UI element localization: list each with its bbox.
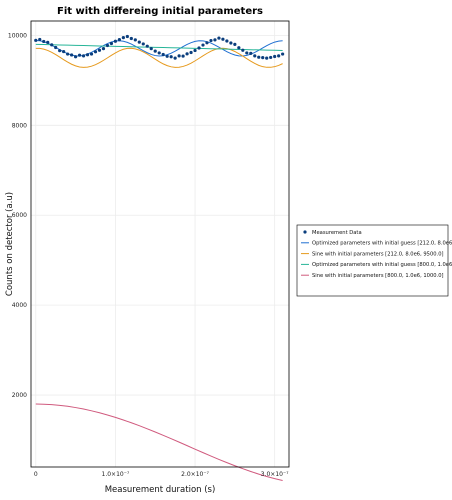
data-point bbox=[153, 49, 157, 53]
data-point bbox=[189, 50, 193, 55]
data-point bbox=[241, 48, 245, 52]
data-point bbox=[109, 41, 114, 46]
data-point bbox=[249, 51, 253, 55]
series-line bbox=[35, 43, 283, 51]
data-point bbox=[97, 48, 102, 52]
data-point bbox=[229, 41, 233, 45]
data-point bbox=[137, 40, 141, 44]
chart-title: Fit with differeing initial parameters bbox=[57, 6, 263, 17]
data-point bbox=[193, 48, 197, 53]
data-point bbox=[77, 53, 82, 57]
data-point bbox=[161, 52, 165, 57]
data-point bbox=[54, 45, 58, 50]
legend: Measurement Data Optimized parameters wit… bbox=[296, 224, 452, 297]
data-point bbox=[125, 34, 129, 39]
data-point bbox=[221, 37, 225, 41]
legend-box bbox=[296, 224, 449, 297]
data-point bbox=[169, 55, 173, 59]
data-point bbox=[149, 47, 153, 51]
data-point bbox=[233, 42, 237, 46]
data-point bbox=[101, 47, 106, 51]
y-tick-label: 6000 bbox=[12, 212, 27, 219]
legend-label: Optimized parameters with initial guess … bbox=[312, 241, 452, 247]
y-tick-label: 8000 bbox=[12, 122, 27, 129]
data-point bbox=[66, 52, 70, 56]
data-point bbox=[165, 54, 169, 58]
data-point bbox=[73, 55, 78, 59]
y-tick-label: 4000 bbox=[12, 302, 27, 309]
grid bbox=[31, 21, 289, 467]
data-point bbox=[257, 55, 261, 59]
data-point bbox=[273, 54, 277, 59]
data-point bbox=[105, 43, 110, 48]
data-point bbox=[177, 54, 181, 58]
data-point bbox=[245, 51, 249, 55]
data-point bbox=[133, 38, 137, 42]
data-point bbox=[185, 52, 189, 56]
series-line bbox=[35, 403, 283, 481]
data-point bbox=[217, 36, 221, 40]
data-point bbox=[70, 53, 74, 57]
y-tick-label: 2000 bbox=[12, 392, 27, 399]
data-point bbox=[277, 54, 281, 58]
data-point bbox=[201, 43, 205, 47]
data-point bbox=[89, 52, 94, 56]
y-axis-ticks: 2000 4000 6000 8000 10000 bbox=[8, 32, 27, 399]
y-tick-label: 10000 bbox=[8, 32, 27, 39]
plot-frame bbox=[30, 20, 290, 468]
data-point bbox=[157, 51, 161, 55]
legend-label: Measurement Data bbox=[312, 230, 362, 236]
data-point bbox=[173, 56, 177, 60]
legend-marker bbox=[303, 230, 307, 234]
data-point bbox=[58, 49, 62, 53]
data-point bbox=[81, 54, 86, 58]
data-point bbox=[281, 52, 285, 56]
x-tick-label: 3.0×10⁻⁷ bbox=[261, 471, 289, 478]
plot-area bbox=[34, 34, 285, 481]
data-point bbox=[117, 38, 121, 42]
data-point bbox=[225, 39, 229, 43]
data-point bbox=[145, 44, 149, 48]
data-point bbox=[237, 46, 241, 50]
x-tick-label: 0 bbox=[34, 471, 38, 478]
data-point bbox=[113, 39, 118, 43]
data-point bbox=[209, 38, 213, 43]
data-point bbox=[62, 49, 66, 54]
data-point bbox=[205, 41, 209, 45]
data-point bbox=[129, 36, 133, 41]
x-tick-label: 2.0×10⁻⁷ bbox=[181, 471, 209, 478]
legend-label: Sine with initial parameters [212.0, 8.0… bbox=[312, 251, 444, 257]
data-point bbox=[197, 46, 201, 50]
x-axis-label: Measurement duration (s) bbox=[105, 485, 216, 495]
x-axis-ticks: 0 1.0×10⁻⁷ 2.0×10⁻⁷ 3.0×10⁻⁷ bbox=[34, 471, 289, 478]
x-tick-label: 1.0×10⁻⁷ bbox=[102, 471, 130, 478]
data-point bbox=[181, 54, 185, 58]
data-point bbox=[269, 55, 273, 60]
legend-label: Optimized parameters with initial guess … bbox=[312, 262, 452, 268]
data-point bbox=[213, 38, 217, 42]
series-line bbox=[35, 47, 283, 68]
data-point bbox=[42, 39, 46, 44]
data-point bbox=[261, 56, 265, 60]
data-point bbox=[34, 38, 38, 42]
y-axis-label: Counts on detector (a.u) bbox=[5, 192, 15, 296]
data-point bbox=[85, 53, 90, 57]
data-point bbox=[265, 56, 269, 60]
data-point bbox=[253, 54, 257, 58]
data-point bbox=[50, 43, 54, 47]
data-point bbox=[38, 37, 42, 42]
data-point bbox=[121, 36, 125, 40]
legend-label: Sine with initial parameters [800.0, 1.0… bbox=[312, 273, 444, 279]
data-point bbox=[141, 42, 145, 46]
data-point bbox=[46, 40, 50, 44]
data-point bbox=[93, 50, 98, 54]
